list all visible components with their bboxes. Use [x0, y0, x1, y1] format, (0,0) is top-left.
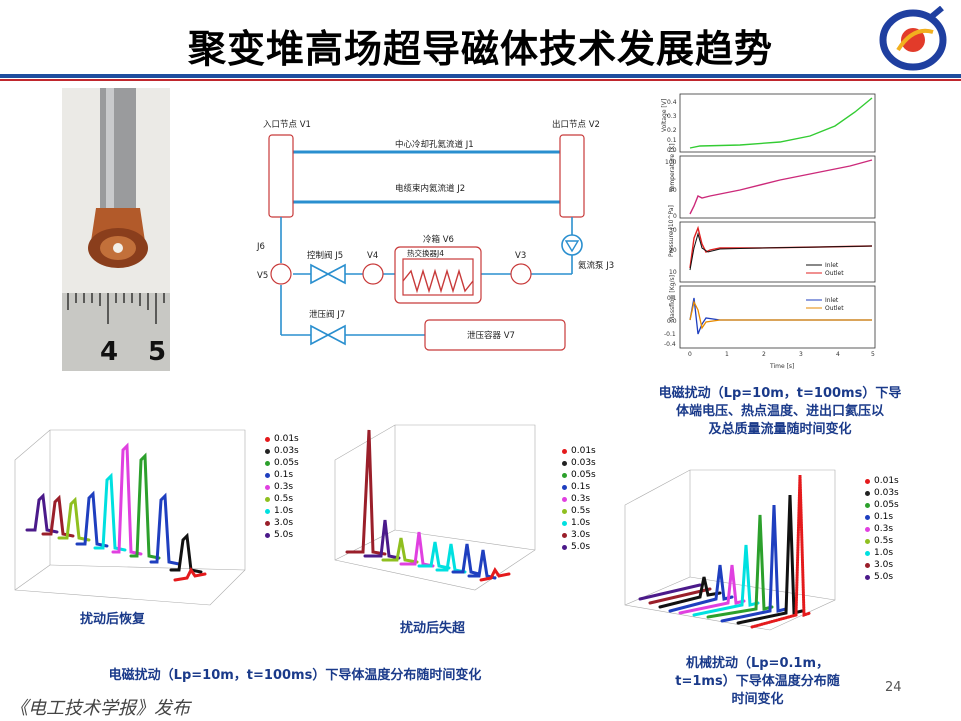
legend-recovery: 0.01s 0.03s 0.05s 0.1s 0.3s 0.5s 1.0s 3.…: [265, 433, 299, 541]
xtick-1: 1: [725, 351, 729, 358]
legend-mechanical: 0.01s 0.03s 0.05s 0.1s 0.3s 0.5s 1.0s 3.…: [865, 475, 899, 583]
legend-a-7: 3.0s: [274, 518, 294, 528]
legend-c-1: 0.03s: [874, 488, 899, 498]
caption-mechanical-line-1: 机械扰动（Lp=0.1m，: [685, 656, 830, 671]
legend-c-5: 0.5s: [874, 536, 894, 546]
legend-b-1: 0.03s: [571, 458, 596, 468]
legend-c-8: 5.0s: [874, 572, 894, 582]
temperature-3d-plot-recovery: [14, 429, 246, 606]
caption-em-temperature: 电磁扰动（Lp=10m，t=100ms）下导体温度分布随时间变化: [108, 668, 482, 683]
legend-a-6: 1.0s: [274, 506, 294, 516]
caption-mechanical: 机械扰动（Lp=0.1m， t=1ms）下导体温度分布随 时间变化: [640, 655, 875, 709]
ylabel-temperature: Temperature [K]: [669, 143, 676, 193]
legend-a-0: 0.01s: [274, 434, 299, 444]
label-v4: V4: [367, 251, 378, 261]
label-cable-channel: 电缆束内氦流道 J2: [395, 183, 465, 194]
caption-em-pulse: 电磁扰动（Lp=10m，t=100ms）下导 体端电压、热点温度、进出口氦压以 …: [640, 385, 920, 439]
institute-logo-icon: [879, 6, 947, 71]
vtick-3: 0.1: [667, 137, 677, 144]
ttick-0: 100: [665, 159, 677, 166]
label-pump: 氦流泵 J3: [578, 260, 614, 271]
xlabel-time: Time [s]: [769, 363, 794, 370]
ruler-label-4: 4: [100, 337, 118, 367]
xtick-3: 3: [799, 351, 803, 358]
label-j6: J6: [256, 242, 265, 252]
legend-a-1: 0.03s: [274, 446, 299, 456]
legend-flow-inlet: Inlet: [825, 297, 839, 304]
label-center-channel: 中心冷却孔氦流道 J1: [395, 139, 474, 150]
transient-response-plots: Voltage [V] Temperature [K] Pressure [10…: [661, 93, 876, 370]
temperature-3d-plot-quench: [334, 424, 536, 591]
ptick-0: 30: [669, 227, 677, 234]
legend-a-8: 5.0s: [274, 530, 294, 540]
vtick-0: 0.4: [667, 99, 677, 106]
ftick-0: 0.1: [667, 295, 677, 302]
xtick-4: 4: [836, 351, 840, 358]
ylabel-massflow: Massflow [Kg/s]: [669, 275, 676, 322]
xtick-2: 2: [762, 351, 766, 358]
legend-b-5: 0.5s: [571, 506, 591, 516]
vtick-2: 0.2: [667, 127, 677, 134]
legend-a-5: 0.5s: [274, 494, 294, 504]
vtick-4: 0.0: [667, 147, 677, 154]
ttick-1: 50: [669, 187, 677, 194]
caption-em-pulse-line-3: 及总质量流量随时间变化: [708, 422, 852, 437]
legend-flow-outlet: Outlet: [825, 305, 844, 312]
legend-pressure-inlet: Inlet: [825, 262, 839, 269]
legend-a-2: 0.05s: [274, 458, 299, 468]
legend-c-4: 0.3s: [874, 524, 894, 534]
legend-b-3: 0.1s: [571, 482, 591, 492]
ttick-2: 0: [673, 213, 677, 220]
label-v3: V3: [515, 251, 526, 261]
ptick-1: 20: [669, 247, 677, 254]
label-v5: V5: [257, 271, 268, 281]
legend-a-4: 0.3s: [274, 482, 294, 492]
vtick-1: 0.3: [667, 113, 677, 120]
legend-c-6: 1.0s: [874, 548, 894, 558]
legend-b-2: 0.05s: [571, 470, 596, 480]
label-inlet-node: 入口节点 V1: [263, 120, 311, 130]
legend-a-3: 0.1s: [274, 470, 294, 480]
ftick-3: -0.4: [664, 341, 676, 348]
legend-pressure-outlet: Outlet: [825, 270, 844, 277]
ylabel-pressure: Pressure [10^Pa]: [668, 205, 675, 257]
subcaption-quench: 扰动后失超: [400, 621, 466, 636]
legend-c-7: 3.0s: [874, 560, 894, 570]
label-relief-vessel: 泄压容器 V7: [467, 330, 515, 341]
xtick-5: 5: [871, 351, 875, 358]
slide-title: 聚变堆高场超导磁体技术发展趋势: [187, 27, 773, 71]
temperature-3d-plot-mechanical: [624, 469, 836, 631]
legend-b-0: 0.01s: [571, 446, 596, 456]
ruler-label-5: 5: [148, 337, 166, 367]
xtick-0: 0: [688, 351, 692, 358]
label-relief-valve: 泄压阀 J7: [309, 309, 345, 320]
legend-c-2: 0.05s: [874, 500, 899, 510]
ftick-1: 0.0: [667, 318, 677, 325]
legend-b-7: 3.0s: [571, 530, 591, 540]
cooling-loop-schematic: 入口节点 V1 出口节点 V2 中心冷却孔氦流道 J1 电缆束内氦流道 J2 J…: [256, 119, 614, 351]
caption-mechanical-line-2: t=1ms）下导体温度分布随: [675, 674, 840, 689]
legend-quench: 0.01s 0.03s 0.05s 0.1s 0.3s 0.5s 1.0s 3.…: [562, 445, 596, 553]
publisher-watermark: 《电工技术学报》发布: [10, 698, 190, 719]
subcaption-recovery: 扰动后恢复: [80, 612, 146, 627]
caption-mechanical-line-3: 时间变化: [731, 692, 784, 707]
ylabel-voltage: Voltage [V]: [661, 99, 668, 132]
legend-b-6: 1.0s: [571, 518, 591, 528]
legend-b-4: 0.3s: [571, 494, 591, 504]
page-number: 24: [885, 680, 902, 695]
title-rule-red: [0, 79, 961, 81]
caption-em-pulse-line-1: 电磁扰动（Lp=10m，t=100ms）下导: [658, 386, 902, 401]
legend-c-0: 0.01s: [874, 476, 899, 486]
label-control-valve: 控制阀 J5: [307, 250, 343, 261]
label-cold-box: 冷箱 V6: [423, 234, 454, 245]
title-rule-blue: [0, 74, 961, 78]
legend-c-3: 0.1s: [874, 512, 894, 522]
conductor-photo: 4 5: [62, 88, 170, 371]
label-heat-exchanger: 热交换器J4: [407, 248, 444, 258]
label-outlet-node: 出口节点 V2: [552, 119, 600, 130]
ftick-2: -0.1: [664, 331, 676, 338]
legend-b-8: 5.0s: [571, 542, 591, 552]
caption-em-pulse-line-2: 体端电压、热点温度、进出口氦压以: [675, 404, 884, 419]
ptick-2: 10: [669, 269, 677, 276]
